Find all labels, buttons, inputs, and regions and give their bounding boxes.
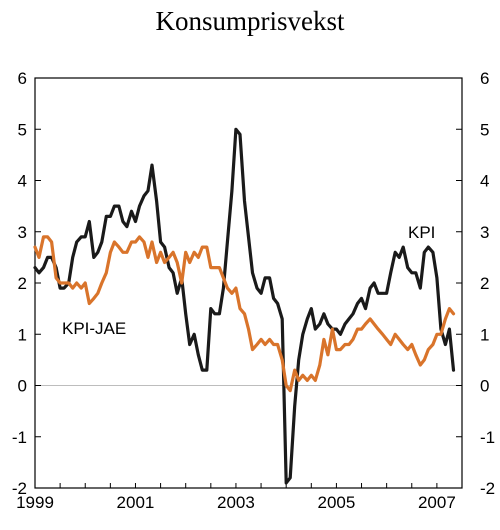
series-line-kpi [33, 127, 456, 485]
x-tick-label: 2001 [117, 493, 155, 512]
x-tick-label: 2005 [317, 493, 355, 512]
series-line-kpi-jae [33, 235, 456, 393]
plot-frame [34, 77, 463, 489]
series-layer [33, 127, 456, 485]
y-tick-label-right: 6 [480, 69, 489, 88]
y-tick-label-left: 6 [18, 69, 27, 88]
series-label-kpi-jae: KPI-JAE [62, 319, 126, 338]
axes: -2 -2 -1 -1 0 0 1 1 2 2 3 3 4 4 5 5 6 6 1999 2001 2003 2005 20… [12, 69, 495, 512]
y-tick-label-left: 3 [18, 223, 27, 242]
y-tick-label-right: 4 [480, 172, 489, 191]
y-tick-label-left: 1 [18, 325, 27, 344]
x-tick-label: 1999 [16, 493, 54, 512]
y-tick-label-left: -1 [12, 428, 27, 447]
labels-layer: KPI KPI-JAE [62, 223, 435, 338]
y-tick-label-left: 2 [18, 274, 27, 293]
y-tick-label-right: 2 [480, 274, 489, 293]
x-tick-label: 2007 [418, 493, 456, 512]
chart-title: Konsumprisvekst [155, 6, 345, 36]
y-tick-label-left: 5 [18, 120, 27, 139]
y-tick-label-right: -1 [480, 428, 495, 447]
y-tick-label-left: 4 [18, 172, 27, 191]
y-tick-label-right: 3 [480, 223, 489, 242]
y-tick-label-right: 5 [480, 120, 489, 139]
y-tick-label-right: 0 [480, 377, 489, 396]
y-tick-label-left: 0 [18, 377, 27, 396]
series-label-kpi: KPI [408, 223, 435, 242]
x-tick-label: 2003 [217, 493, 255, 512]
y-tick-label-right: 1 [480, 325, 489, 344]
y-tick-label-right: -2 [480, 479, 495, 498]
y-tick-label-left: -2 [12, 479, 27, 498]
